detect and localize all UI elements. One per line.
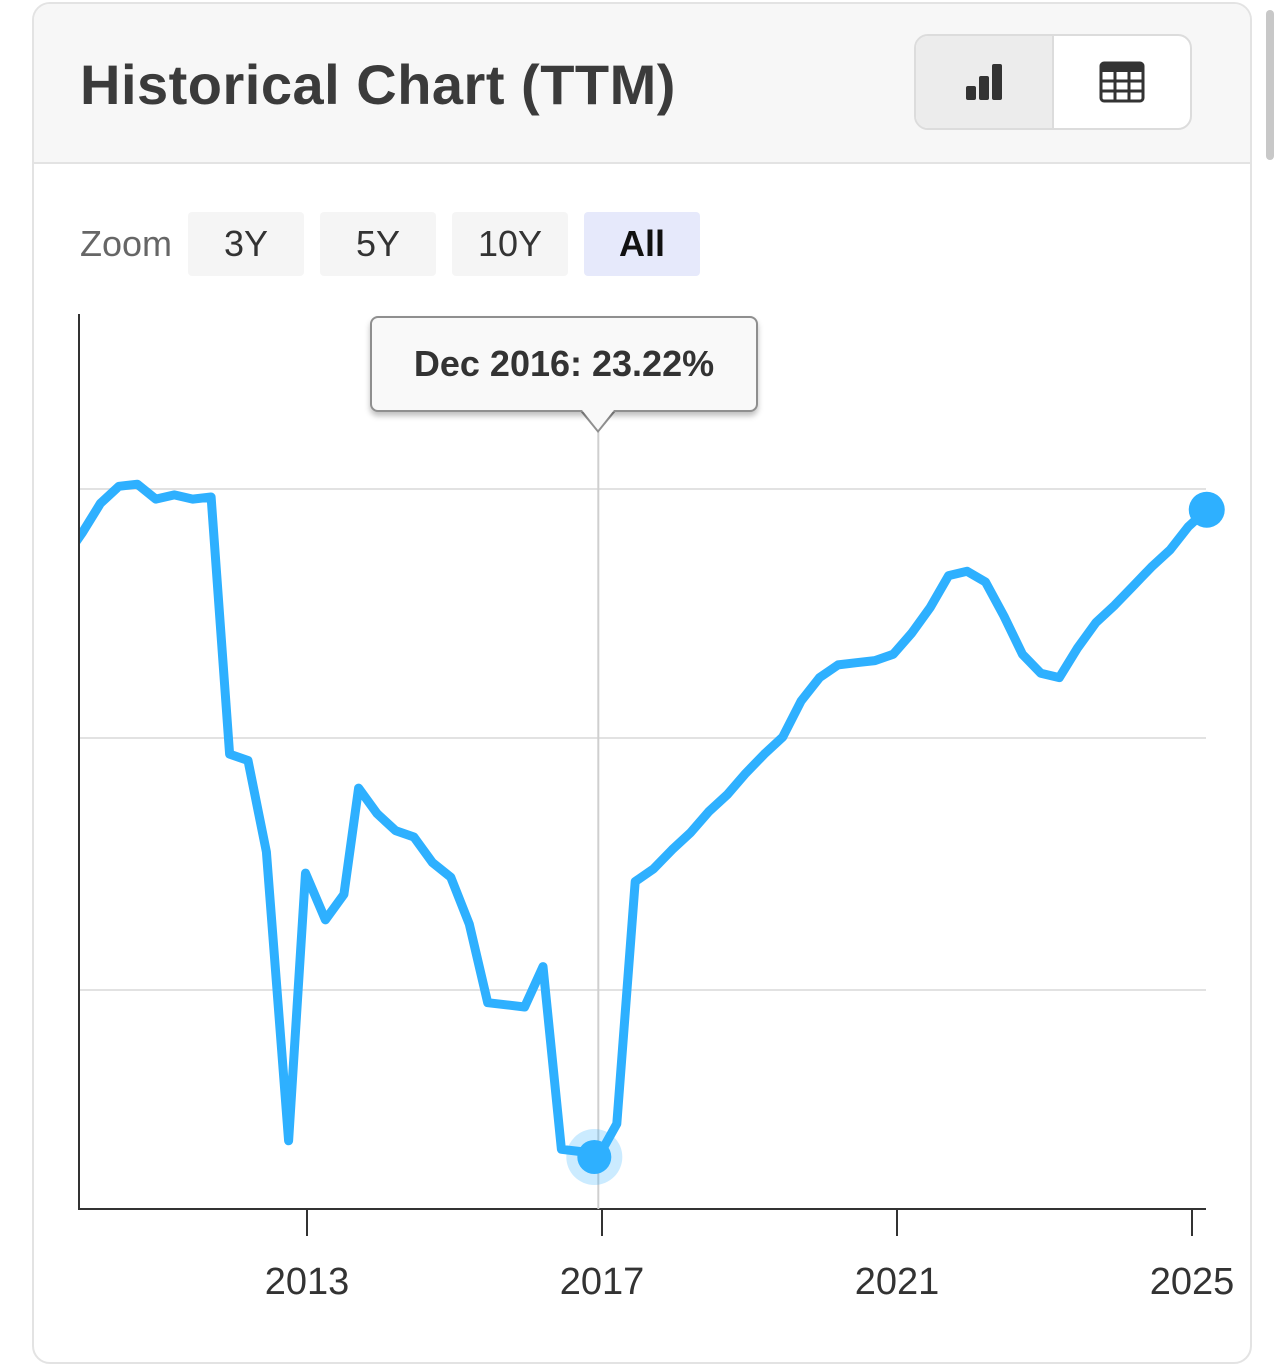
view-toggle bbox=[914, 34, 1192, 130]
highlight-point bbox=[577, 1140, 612, 1174]
last-point bbox=[1188, 491, 1225, 528]
chart-view-button[interactable] bbox=[916, 36, 1054, 128]
card-header: Historical Chart (TTM) bbox=[34, 4, 1250, 164]
x-tick-label-2017: 2017 bbox=[560, 1261, 645, 1303]
zoom-all-button[interactable]: All bbox=[584, 212, 701, 276]
zoom-controls: Zoom 3Y 5Y 10Y All bbox=[80, 210, 716, 278]
x-tick-label-2021: 2021 bbox=[855, 1261, 940, 1303]
page-title: Historical Chart (TTM) bbox=[80, 53, 676, 116]
chart-card: Historical Chart (TTM) bbox=[32, 2, 1252, 1364]
zoom-5y-button[interactable]: 5Y bbox=[320, 212, 437, 276]
x-tick-label-2013: 2013 bbox=[265, 1261, 350, 1303]
chart-tooltip: Dec 2016: 23.22% bbox=[370, 316, 758, 412]
zoom-3y-button[interactable]: 3Y bbox=[188, 212, 305, 276]
page-scrollbar[interactable] bbox=[1266, 10, 1274, 160]
table-view-button[interactable] bbox=[1054, 36, 1190, 128]
table-icon bbox=[1099, 61, 1145, 103]
zoom-label: Zoom bbox=[80, 223, 173, 264]
x-tick-label-2025: 2025 bbox=[1150, 1261, 1235, 1303]
series-line bbox=[80, 479, 1212, 1162]
zoom-10y-button[interactable]: 10Y bbox=[452, 212, 569, 276]
tooltip-pointer bbox=[582, 410, 614, 430]
bar-chart-icon bbox=[966, 64, 1002, 100]
